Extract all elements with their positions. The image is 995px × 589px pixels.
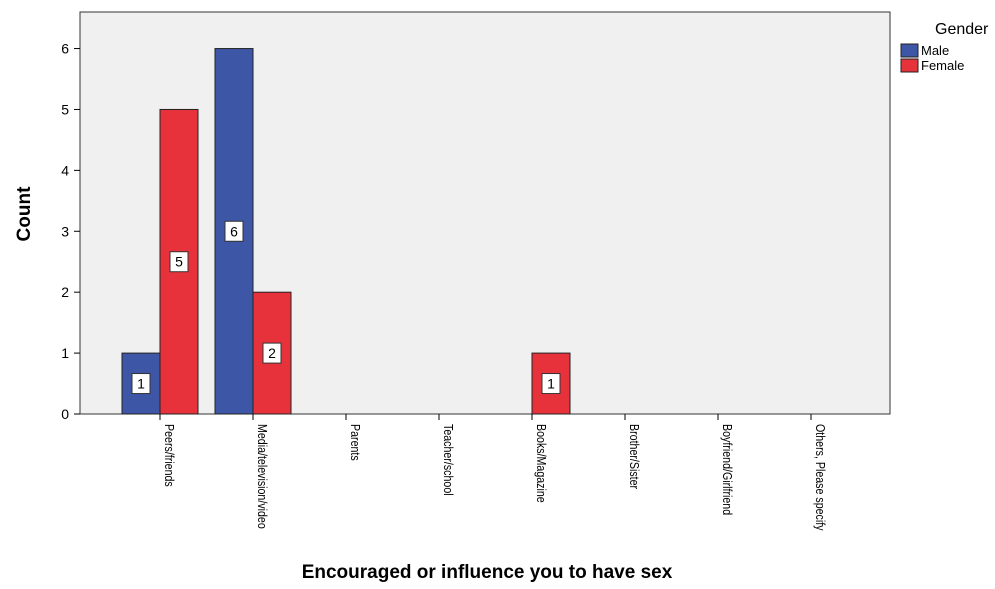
- data-label-box: [169, 251, 189, 273]
- x-axis-label: Encouraged or influence you to have sex: [302, 562, 673, 583]
- data-label: 2: [268, 345, 276, 361]
- data-label: 5: [175, 254, 183, 270]
- x-tick-label: Peers/friends: [162, 424, 177, 487]
- x-tick-label: Media/television/video: [255, 424, 270, 529]
- y-axis-label: Count: [14, 186, 35, 242]
- plot-area: [79, 11, 891, 415]
- data-label-box: [224, 220, 244, 242]
- data-label: 1: [547, 376, 555, 392]
- x-tick-label: Brother/Sister: [627, 424, 642, 489]
- y-tick-label: 4: [61, 162, 69, 178]
- y-tick-label: 0: [61, 406, 69, 422]
- y-tick-label: 3: [61, 223, 69, 239]
- axes: 0 1 2 3 4 5 6 Peers/friends Media/television/vid…: [61, 41, 828, 531]
- data-label-box: [131, 373, 151, 395]
- y-tick-label: 6: [61, 41, 69, 57]
- x-tick-label: Others, Please specify: [813, 424, 828, 531]
- y-tick-label: 1: [61, 345, 69, 361]
- legend-label: Male: [921, 43, 949, 58]
- x-tick-label: Parents: [348, 424, 363, 461]
- y-tick-label: 5: [61, 101, 69, 117]
- x-tick-label: Boyfriend/Girlfriend: [720, 424, 735, 515]
- y-tick-label: 2: [61, 284, 69, 300]
- data-label-box: [541, 373, 561, 395]
- legend-swatch: [900, 43, 919, 58]
- data-label: 6: [230, 223, 238, 239]
- legend-swatch: [900, 58, 919, 73]
- bars-layer: 1 5 6 2 1: [121, 48, 571, 415]
- legend-label: Female: [921, 58, 964, 73]
- x-tick-label: Books/Magazine: [534, 424, 549, 503]
- data-label-box: [262, 342, 282, 364]
- legend-title: Gender: [935, 21, 989, 38]
- data-label: 1: [137, 376, 145, 392]
- x-tick-label: Teacher/school: [441, 424, 456, 496]
